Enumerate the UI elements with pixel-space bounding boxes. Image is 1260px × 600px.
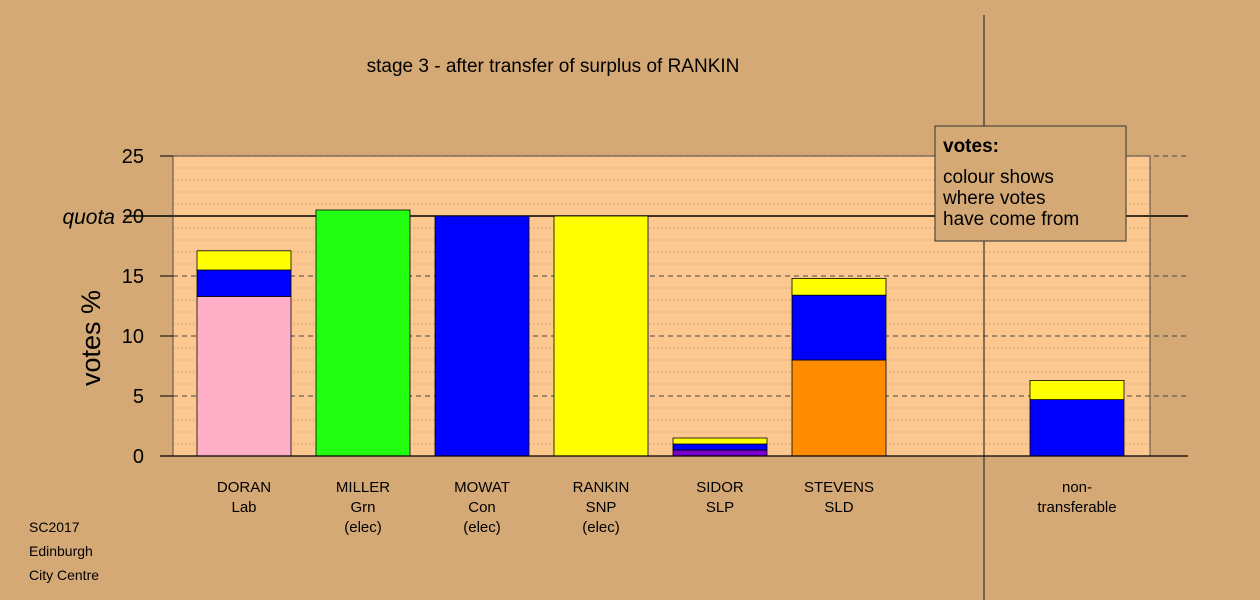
category-status: (elec) — [344, 519, 382, 536]
bar-segment — [1029, 379, 1125, 400]
y-tick-label: 5 — [133, 386, 144, 408]
category-party: transferable — [1037, 499, 1116, 516]
x-axis-labels: DORAN Lab MILLER Grn (elec) MOWAT Con (elec) RAN… — [217, 479, 1117, 536]
quota-label: quota — [62, 206, 115, 229]
category-party: SLD — [824, 499, 853, 516]
bar-segment — [315, 209, 411, 457]
y-tick-label: 10 — [122, 326, 144, 348]
category-party: Lab — [231, 499, 256, 516]
category-status: (elec) — [582, 519, 620, 536]
footer-line: Edinburgh — [29, 543, 93, 559]
grid — [173, 155, 1188, 445]
legend-box — [934, 125, 1127, 242]
chart-title: stage 3 - after transfer of surplus of R… — [367, 56, 740, 77]
bar-segment — [791, 277, 887, 296]
bars — [196, 209, 1125, 457]
y-tick-label: 15 — [122, 266, 144, 288]
footer: SC2017 Edinburgh City Centre — [29, 519, 99, 583]
bar-segment — [791, 294, 887, 361]
bar-segment — [1029, 399, 1125, 457]
bar-segment — [672, 443, 768, 451]
category-party: Con — [468, 499, 496, 516]
bar-segment — [791, 359, 887, 457]
bar-segment — [434, 215, 530, 457]
category-name: DORAN — [217, 479, 271, 496]
bar-segment — [672, 449, 768, 457]
legend-line: colour shows — [943, 167, 1054, 188]
y-tick-label: 25 — [122, 146, 144, 168]
footer-line: SC2017 — [29, 519, 80, 535]
category-name: SIDOR — [696, 479, 744, 496]
category-status: (elec) — [463, 519, 501, 536]
legend: votes: colour shows where votes have com… — [934, 125, 1127, 242]
category-name: MILLER — [336, 479, 390, 496]
y-tick-label: 0 — [133, 446, 144, 468]
bar-segment — [672, 437, 768, 445]
y-tick-label: 20 — [122, 206, 144, 228]
category-name: STEVENS — [804, 479, 874, 496]
legend-heading: votes: — [943, 136, 999, 157]
category-name: MOWAT — [454, 479, 510, 496]
bar-segment — [196, 250, 292, 271]
y-axis-label: votes % — [76, 290, 106, 386]
category-party: SNP — [586, 499, 617, 516]
legend-line: have come from — [943, 209, 1079, 230]
category-name: non- — [1062, 479, 1092, 496]
footer-line: City Centre — [29, 567, 99, 583]
y-axis: 0 5 10 15 20 25 — [122, 146, 173, 468]
bar-segment — [196, 269, 292, 297]
legend-line: where votes — [942, 188, 1045, 209]
category-party: SLP — [706, 499, 734, 516]
category-party: Grn — [350, 499, 375, 516]
category-name: RANKIN — [573, 479, 630, 496]
bar-segment — [553, 215, 649, 457]
bar-segment — [196, 295, 292, 457]
